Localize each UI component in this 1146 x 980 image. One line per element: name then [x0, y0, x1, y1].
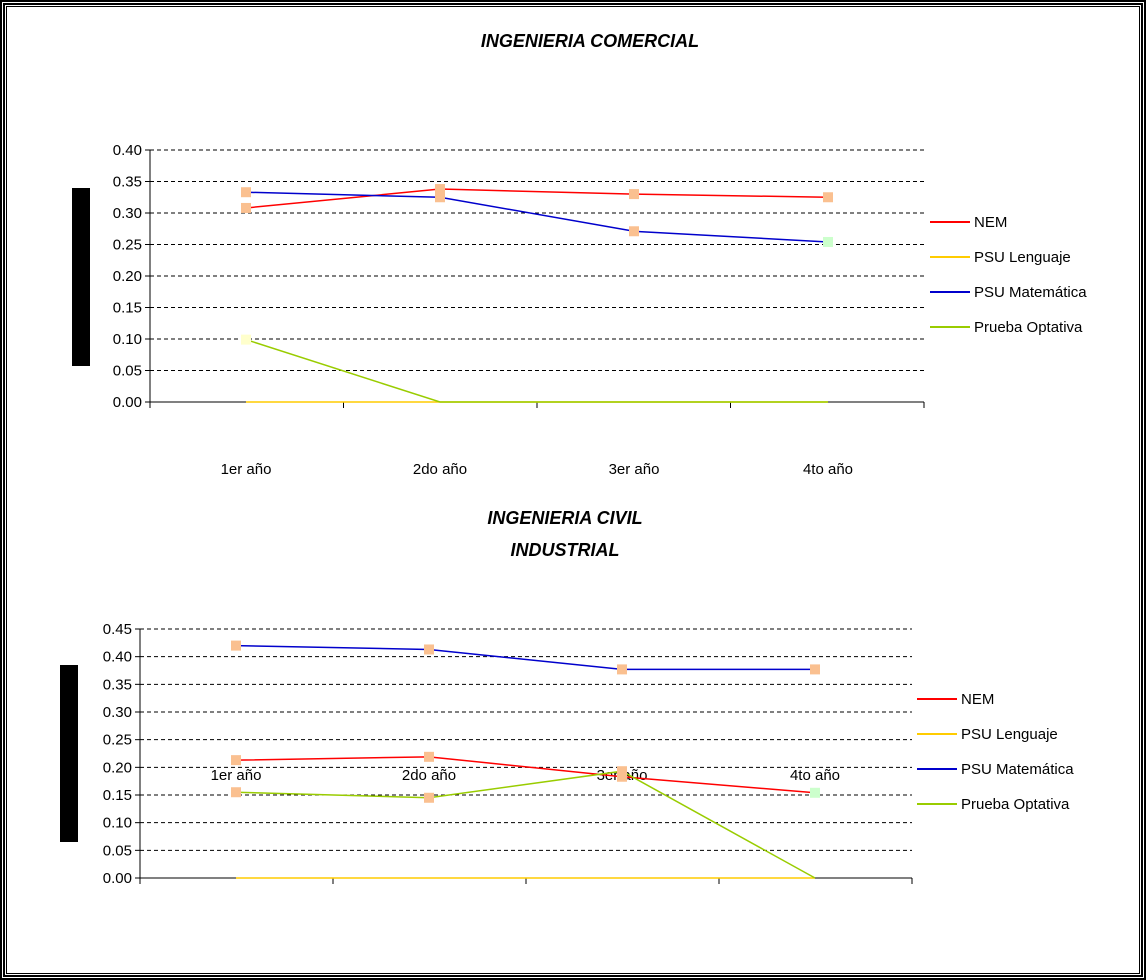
data-point	[810, 787, 820, 798]
data-point	[629, 226, 639, 237]
inner-frame	[6, 6, 1140, 974]
data-point	[424, 751, 434, 762]
legend-label: PSU Lenguaje	[961, 726, 1058, 743]
series-line-2	[235, 644, 815, 671]
y-tick-label: 0.30	[113, 205, 142, 222]
legend-label: Prueba Optativa	[974, 319, 1083, 336]
y-tick-label: 0.05	[103, 842, 132, 859]
data-point	[629, 189, 639, 200]
y-tick-label: 0.45	[103, 621, 132, 638]
data-point	[231, 787, 241, 798]
legend-label: PSU Lenguaje	[974, 249, 1071, 266]
y-tick-label: 0.00	[113, 394, 142, 411]
y-tick-label: 0.15	[113, 300, 142, 317]
data-point	[424, 792, 434, 803]
x-tick-label: 4to año	[790, 767, 840, 784]
data-point	[241, 202, 251, 213]
legend-label: PSU Matemática	[961, 761, 1074, 778]
data-point	[231, 755, 241, 766]
chart-1: INGENIERIA COMERCIAL 0.00 0.05 0.10 0.15 0.20…	[72, 31, 1087, 478]
chart-title: INGENIERIA CIVIL	[487, 508, 642, 528]
y-tick-label: 0.40	[113, 142, 142, 159]
y-tick-label: 0.00	[103, 870, 132, 887]
y-tick-label: 0.15	[103, 787, 132, 804]
x-tick-label: 2do año	[413, 461, 467, 478]
series-line-0	[235, 756, 816, 794]
y-tick-label: 0.10	[103, 815, 132, 832]
legend-label: Prueba Optativa	[961, 796, 1070, 813]
data-point	[241, 334, 251, 345]
y-tick-label: 0.35	[103, 676, 132, 693]
legend-label: NEM	[974, 214, 1007, 231]
data-point	[617, 766, 627, 777]
chart-2: INGENIERIA CIVIL INDUSTRIAL 0.00 0.05 0.10 0.…	[60, 508, 1074, 887]
y-tick-label: 0.20	[103, 759, 132, 776]
y-tick-label: 0.10	[113, 331, 142, 348]
y-tick-label: 0.20	[113, 268, 142, 285]
y-axis-title-bar	[60, 665, 78, 842]
y-axis-title-bar	[72, 188, 90, 366]
x-tick-label: 1er año	[211, 767, 262, 784]
data-point	[435, 184, 445, 195]
data-point	[435, 192, 445, 203]
data-point	[617, 771, 627, 782]
data-point	[823, 236, 833, 247]
series-line-3	[235, 770, 816, 879]
chart-title: INGENIERIA COMERCIAL	[481, 31, 699, 51]
series-line-2	[245, 191, 829, 243]
legend-label: PSU Matemática	[974, 284, 1087, 301]
x-tick-label: 4to año	[803, 461, 853, 478]
x-tick-label: 1er año	[221, 461, 272, 478]
data-point	[823, 192, 833, 203]
data-point	[810, 664, 820, 675]
series-line-3	[245, 338, 828, 403]
y-tick-label: 0.05	[113, 363, 142, 380]
y-tick-label: 0.25	[113, 237, 142, 254]
y-tick-label: 0.25	[103, 732, 132, 749]
data-point	[241, 187, 251, 198]
data-point	[231, 640, 241, 651]
legend-label: NEM	[961, 691, 994, 708]
chart-title: INDUSTRIAL	[511, 540, 620, 560]
y-tick-label: 0.30	[103, 704, 132, 721]
y-tick-label: 0.40	[103, 649, 132, 666]
x-tick-label: 3er año	[609, 461, 660, 478]
data-point	[424, 644, 434, 655]
x-tick-label: 2do año	[402, 767, 456, 784]
series-line-0	[245, 188, 829, 209]
y-tick-label: 0.35	[113, 174, 142, 191]
data-point	[617, 664, 627, 675]
